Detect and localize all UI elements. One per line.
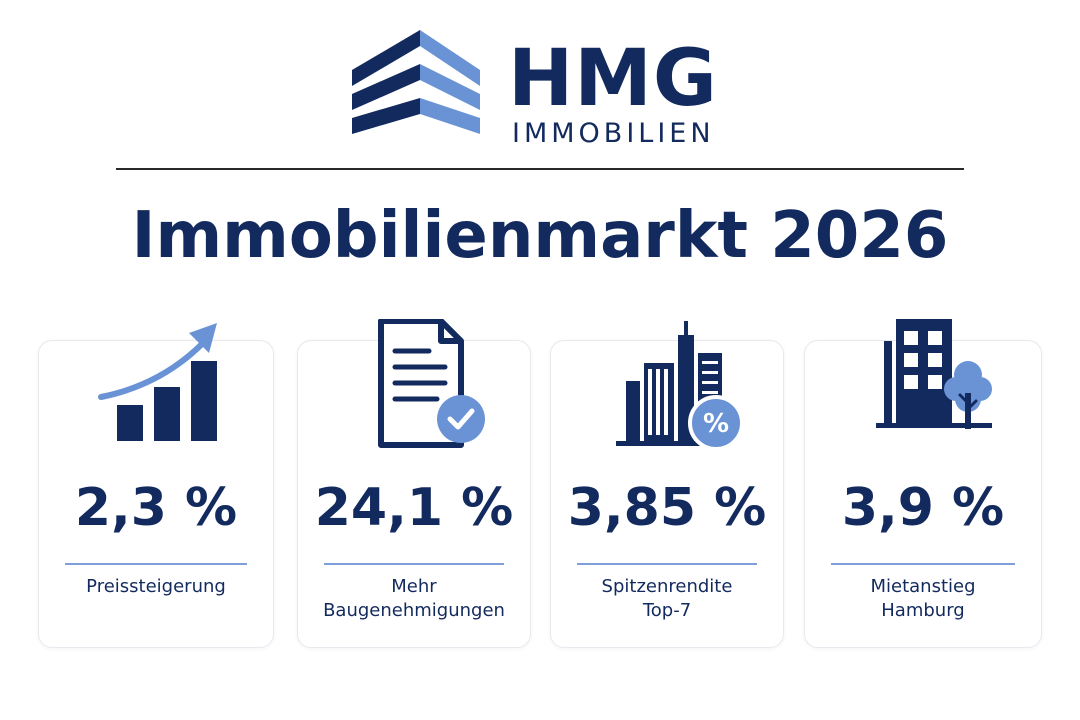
stat-card-preissteigerung: 2,3 % Preissteigerung xyxy=(38,323,274,648)
brand-subtitle: IMMOBILIEN xyxy=(512,118,715,149)
stat-divider xyxy=(324,563,504,565)
stat-divider xyxy=(831,563,1015,565)
stat-label-line: Mehr xyxy=(391,576,437,597)
stat-label: Spitzenrendite Top-7 xyxy=(559,575,775,623)
stat-value: 3,9 % xyxy=(841,478,1005,538)
stat-value: 2,3 % xyxy=(74,478,238,538)
stat-card-mietanstieg: 3,9 % Mietanstieg Hamburg xyxy=(804,319,1042,648)
stat-card-spitzenrendite: % 3,85 % Spitzenrendite Top-7 xyxy=(550,321,784,648)
stat-divider xyxy=(577,563,757,565)
stat-label-line: Spitzenrendite xyxy=(601,576,733,597)
stat-value: 24,1 % xyxy=(314,478,514,538)
stat-divider xyxy=(65,563,247,565)
building-tree-icon xyxy=(876,319,992,429)
stat-label-line: Preissteigerung xyxy=(86,576,226,597)
stat-label-line: Hamburg xyxy=(881,600,965,621)
stat-label-line: Baugenehmigungen xyxy=(323,600,505,621)
stat-label-line: Top-7 xyxy=(642,600,692,621)
brand-name: HMG xyxy=(508,34,718,124)
document-check-icon xyxy=(378,319,485,448)
page-title: Immobilienmarkt 2026 xyxy=(131,199,949,273)
city-skyline-percent-icon: % xyxy=(616,321,742,451)
svg-text:%: % xyxy=(703,409,729,439)
stat-label-line: Mietanstieg xyxy=(870,576,976,597)
stat-label: Mietanstieg Hamburg xyxy=(813,575,1033,623)
stat-label: Mehr Baugenehmigungen xyxy=(306,575,522,623)
header-divider xyxy=(116,168,964,170)
hmg-logo-icon xyxy=(352,30,480,134)
stat-label: Preissteigerung xyxy=(47,575,265,599)
stat-card-baugenehmigungen: 24,1 % Mehr Baugenehmigungen xyxy=(297,319,531,648)
bar-chart-growth-icon xyxy=(98,323,217,441)
stat-value: 3,85 % xyxy=(567,478,767,538)
